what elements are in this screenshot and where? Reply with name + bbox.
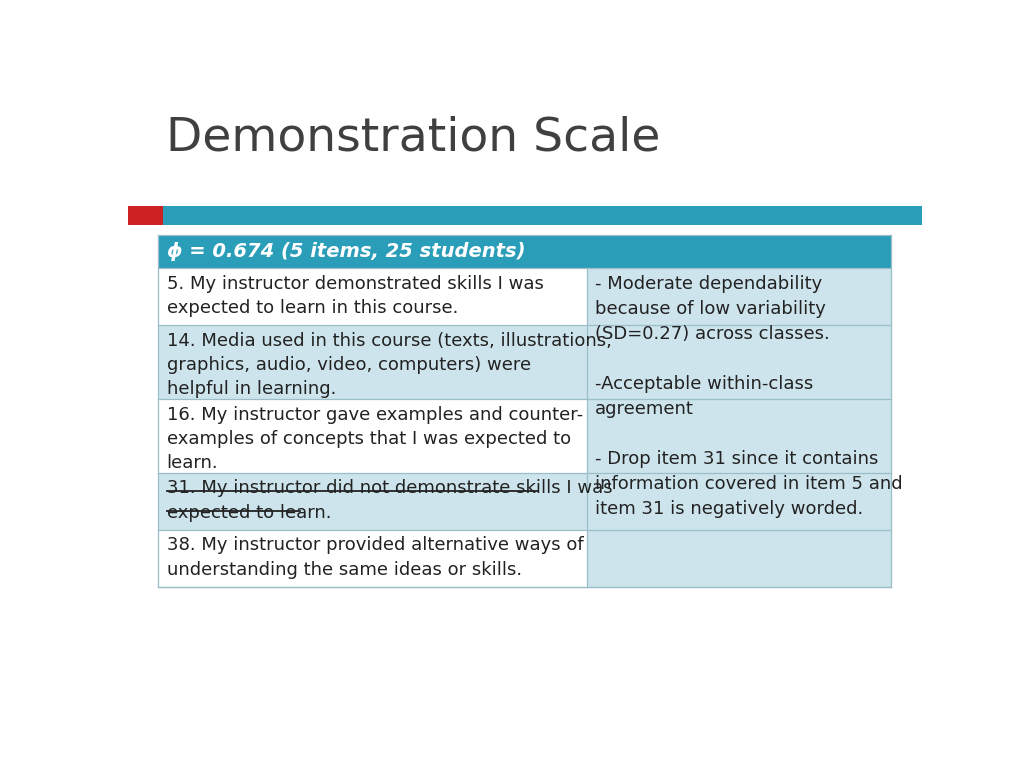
Text: Demonstration Scale: Demonstration Scale [166,115,660,161]
Text: 14. Media used in this course (texts, illustrations,
graphics, audio, video, com: 14. Media used in this course (texts, il… [167,332,611,399]
Bar [158,234,892,268]
Text: ϕ = 0.674 (5 items, 25 students): ϕ = 0.674 (5 items, 25 students) [167,242,525,260]
Bar [158,399,587,472]
Text: - Moderate dependability
because of low variability
(SD=0.27) across classes.

-: - Moderate dependability because of low … [595,275,903,518]
Bar [158,268,587,325]
Bar [158,472,587,529]
Bar [158,325,587,399]
Text: 5. My instructor demonstrated skills I was
expected to learn in this course.: 5. My instructor demonstrated skills I w… [167,275,544,317]
Text: 31. My instructor did not demonstrate skills I was
expected to learn.: 31. My instructor did not demonstrate sk… [167,479,612,521]
Bar [163,206,922,224]
Bar [158,529,587,587]
Bar [587,268,892,587]
Bar [128,206,163,224]
Text: 16. My instructor gave examples and counter-
examples of concepts that I was exp: 16. My instructor gave examples and coun… [167,406,583,472]
Text: 38. My instructor provided alternative ways of
understanding the same ideas or s: 38. My instructor provided alternative w… [167,537,584,579]
